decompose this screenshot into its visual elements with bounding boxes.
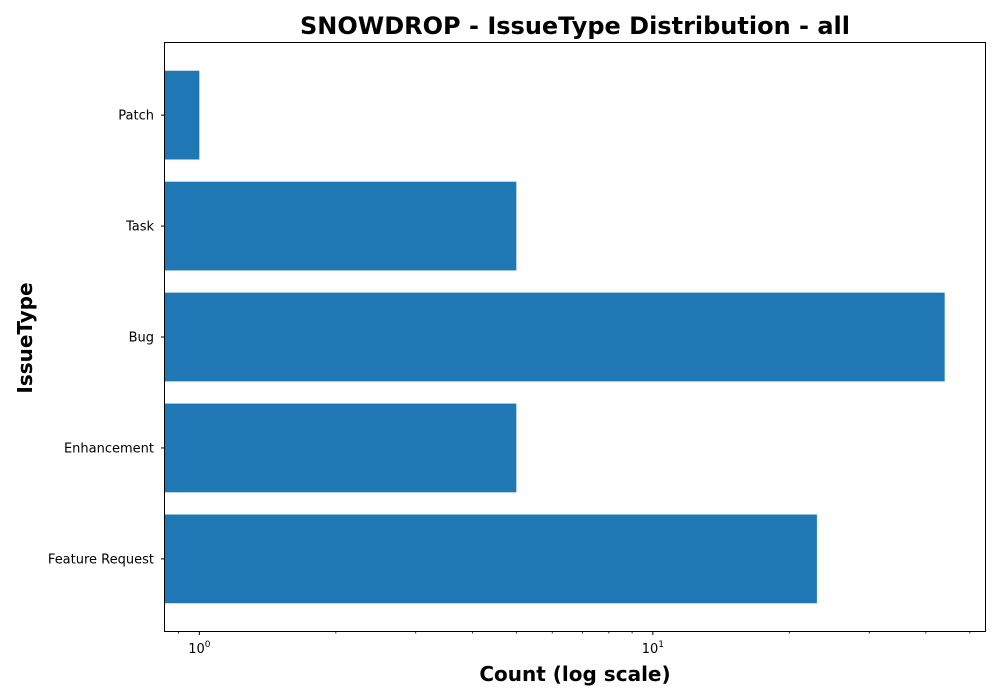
y-axis-label: IssueType: [13, 282, 37, 393]
x-axis-label: Count (log scale): [479, 662, 670, 686]
y-tick-label-bug: Bug: [129, 331, 154, 346]
y-tick-label-feature-request: Feature Request: [48, 552, 154, 567]
y-tick-label-enhancement: Enhancement: [64, 441, 154, 456]
plot-frame: [164, 42, 986, 632]
bar-feature-request: [165, 514, 817, 604]
bars-group: [165, 70, 945, 604]
bar-task: [165, 181, 517, 271]
bar-bug: [165, 292, 945, 382]
x-tick-label: 101: [642, 640, 664, 657]
bar-patch: [165, 70, 200, 160]
y-axis-ticks: Feature Request Enhancement Bug Task Patch: [48, 109, 165, 567]
y-tick-label-task: Task: [125, 220, 155, 235]
bar-enhancement: [165, 403, 517, 493]
y-tick-label-patch: Patch: [118, 109, 154, 124]
x-axis-ticks: 100 101: [178, 631, 971, 657]
x-tick-label: 100: [188, 640, 211, 657]
chart-title: SNOWDROP - IssueType Distribution - all: [300, 12, 850, 40]
